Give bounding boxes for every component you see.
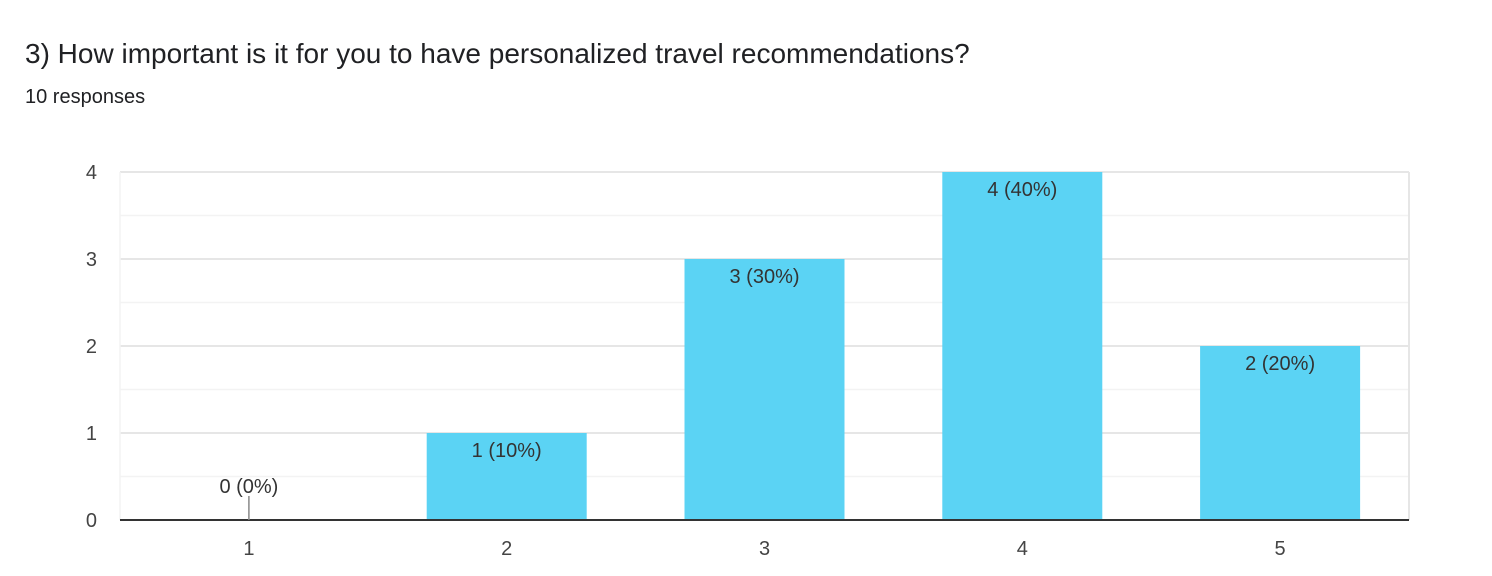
data-label-5: 2 (20%)	[1245, 353, 1315, 375]
x-tick-label: 3	[759, 538, 770, 560]
response-count: 10 responses	[25, 86, 146, 108]
bar-4	[942, 172, 1103, 520]
y-tick-label: 1	[86, 423, 97, 445]
data-label-1: 0 (0%)	[219, 476, 278, 498]
bar-2	[426, 433, 587, 520]
x-tick-label: 2	[501, 538, 512, 560]
bars	[426, 172, 1361, 520]
bar-3	[684, 259, 845, 520]
data-label-2: 1 (10%)	[472, 440, 542, 462]
data-label-3: 3 (30%)	[729, 266, 799, 288]
bar-5	[1200, 346, 1361, 520]
y-tick-label: 3	[86, 249, 97, 271]
question-title: 3) How important is it for you to have p…	[25, 38, 970, 69]
x-tick-label: 4	[1017, 538, 1028, 560]
x-tick-label: 1	[243, 538, 254, 560]
y-tick-label: 2	[86, 336, 97, 358]
labels: 0 1 2 3 4 0 (0%) 1 1 (10%) 2 3 (30%) 3 4 (40%) 4 2 (2…	[86, 162, 1315, 560]
y-tick-label: 4	[86, 162, 97, 184]
data-label-4: 4 (40%)	[987, 179, 1057, 201]
y-tick-label: 0	[86, 510, 97, 532]
x-tick-label: 5	[1275, 538, 1286, 560]
